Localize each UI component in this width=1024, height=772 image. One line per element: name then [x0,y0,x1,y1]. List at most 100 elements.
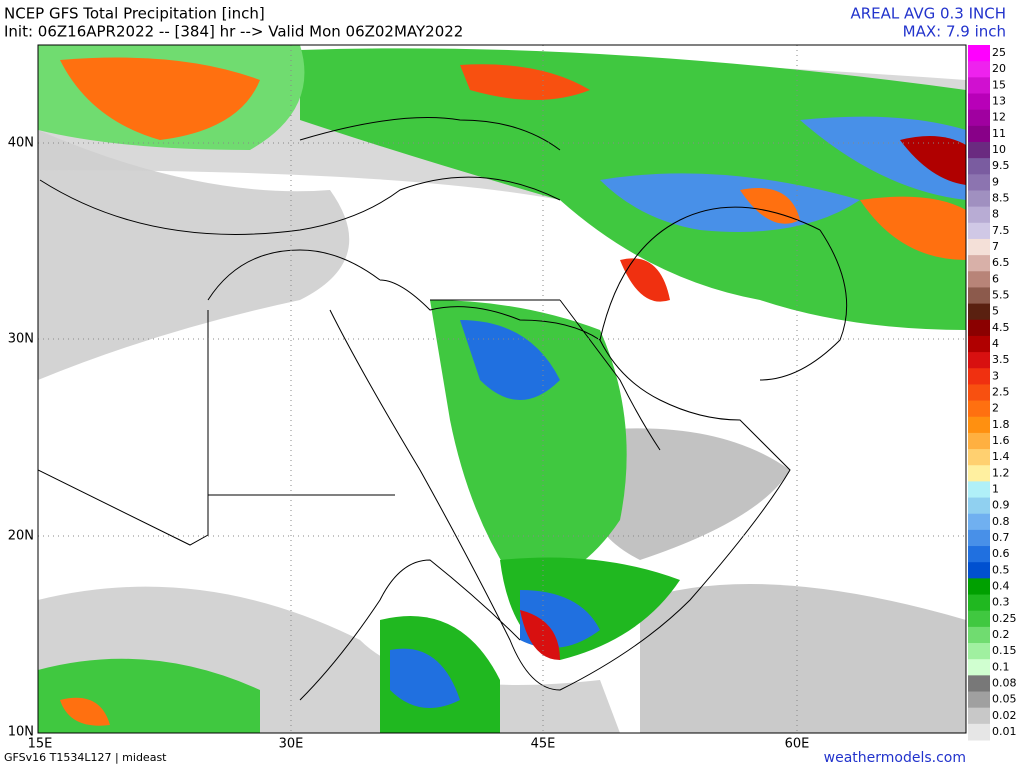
colorbar-label: 0.5 [992,563,1010,576]
colorbar-label: 0.25 [992,612,1017,625]
colorbar-swatch [968,546,990,563]
colorbar-label: 12 [992,111,1006,124]
colorbar-label: 0.02 [992,709,1017,722]
colorbar-label: 7 [992,240,999,253]
colorbar-swatch [968,465,990,482]
colorbar-label: 0.2 [992,628,1010,641]
areal-avg: AREAL AVG 0.3 INCH [850,5,1006,23]
colorbar-label: 0.05 [992,693,1017,706]
subtitle: Init: 06Z16APR2022 -- [384] hr --> Valid… [4,23,463,41]
colorbar-swatch [968,352,990,369]
colorbar-label: 0.3 [992,596,1010,609]
colorbar-swatch [968,190,990,208]
colorbar-label: 4 [992,337,999,350]
colorbar-swatch [968,659,990,676]
colorbar-swatch [968,497,990,515]
colorbar-swatch [968,675,990,693]
colorbar-swatch [968,449,990,466]
colorbar-swatch [968,77,990,94]
colorbar: 252015131211109.598.587.576.565.554.543.… [968,45,1017,741]
colorbar-label: 3.5 [992,353,1010,366]
colorbar-swatch [968,643,990,660]
colorbar-swatch [968,707,990,725]
colorbar-swatch [968,287,990,305]
colorbar-label: 15 [992,78,1006,91]
colorbar-swatch [968,610,990,628]
colorbar-label: 2 [992,402,999,415]
colorbar-label: 6 [992,272,999,285]
colorbar-label: 0.9 [992,499,1010,512]
colorbar-label: 8.5 [992,192,1010,205]
colorbar-label: 9.5 [992,159,1010,172]
colorbar-swatch [968,416,990,434]
colorbar-label: 2.5 [992,386,1010,399]
colorbar-swatch [968,174,990,191]
colorbar-swatch [968,400,990,418]
colorbar-label: 0.15 [992,644,1017,657]
colorbar-label: 6.5 [992,256,1010,269]
colorbar-swatch [968,368,990,385]
lat-label: 40N [8,136,34,151]
colorbar-label: 0.4 [992,579,1010,592]
model-info: GFSv16 T1534L127 | mideast [4,751,167,764]
colorbar-label: 1 [992,482,999,495]
colorbar-label: 0.08 [992,676,1017,689]
colorbar-swatch [968,384,990,402]
colorbar-label: 10 [992,143,1006,156]
map [37,44,967,734]
lat-label: 20N [8,529,34,544]
colorbar-label: 1.8 [992,418,1010,431]
colorbar-label: 0.6 [992,547,1010,560]
colorbar-swatch [968,141,990,159]
colorbar-swatch [968,222,990,240]
colorbar-swatch [968,335,990,353]
lon-label: 60E [785,737,810,752]
colorbar-swatch [968,206,990,224]
colorbar-label: 1.6 [992,434,1010,447]
colorbar-label: 25 [992,46,1006,59]
lon-label: 45E [531,737,556,752]
colorbar-swatch [968,578,990,596]
colorbar-label: 0.1 [992,660,1010,673]
colorbar-swatch [968,238,990,256]
colorbar-swatch [968,432,990,450]
colorbar-swatch [968,691,990,709]
lat-label: 30N [8,332,34,347]
colorbar-swatch [968,529,990,547]
colorbar-label: 7.5 [992,224,1010,237]
colorbar-label: 5.5 [992,289,1010,302]
colorbar-label: 1.4 [992,450,1010,463]
colorbar-swatch [968,45,990,62]
colorbar-label: 11 [992,127,1006,140]
colorbar-swatch [968,125,990,143]
colorbar-label: 20 [992,62,1006,75]
colorbar-swatch [968,93,990,111]
colorbar-label: 9 [992,175,999,188]
colorbar-swatch [968,481,990,499]
colorbar-label: 0.8 [992,515,1010,528]
title: NCEP GFS Total Precipitation [inch] [4,5,265,23]
colorbar-swatch [968,594,990,612]
lat-label: 10N [8,725,34,740]
colorbar-swatch [968,626,990,644]
colorbar-label: 0.7 [992,531,1010,544]
colorbar-swatch [968,319,990,337]
colorbar-label: 3 [992,369,999,382]
lat-labels: 40N 30N 20N 10N [8,136,34,740]
lon-label: 30E [279,737,304,752]
colorbar-label: 0.01 [992,725,1017,738]
colorbar-swatch [968,513,990,531]
lon-labels: 15E 30E 45E 60E [28,737,810,752]
colorbar-swatch [968,109,990,127]
lon-label: 15E [28,737,53,752]
site: weathermodels.com [824,750,966,766]
max-value: MAX: 7.9 inch [903,23,1006,41]
colorbar-swatch [968,723,990,741]
colorbar-swatch [968,61,990,78]
colorbar-swatch [968,271,990,288]
colorbar-swatch [968,562,990,579]
colorbar-label: 13 [992,95,1006,108]
colorbar-label: 1.2 [992,466,1010,479]
colorbar-swatch [968,158,990,175]
